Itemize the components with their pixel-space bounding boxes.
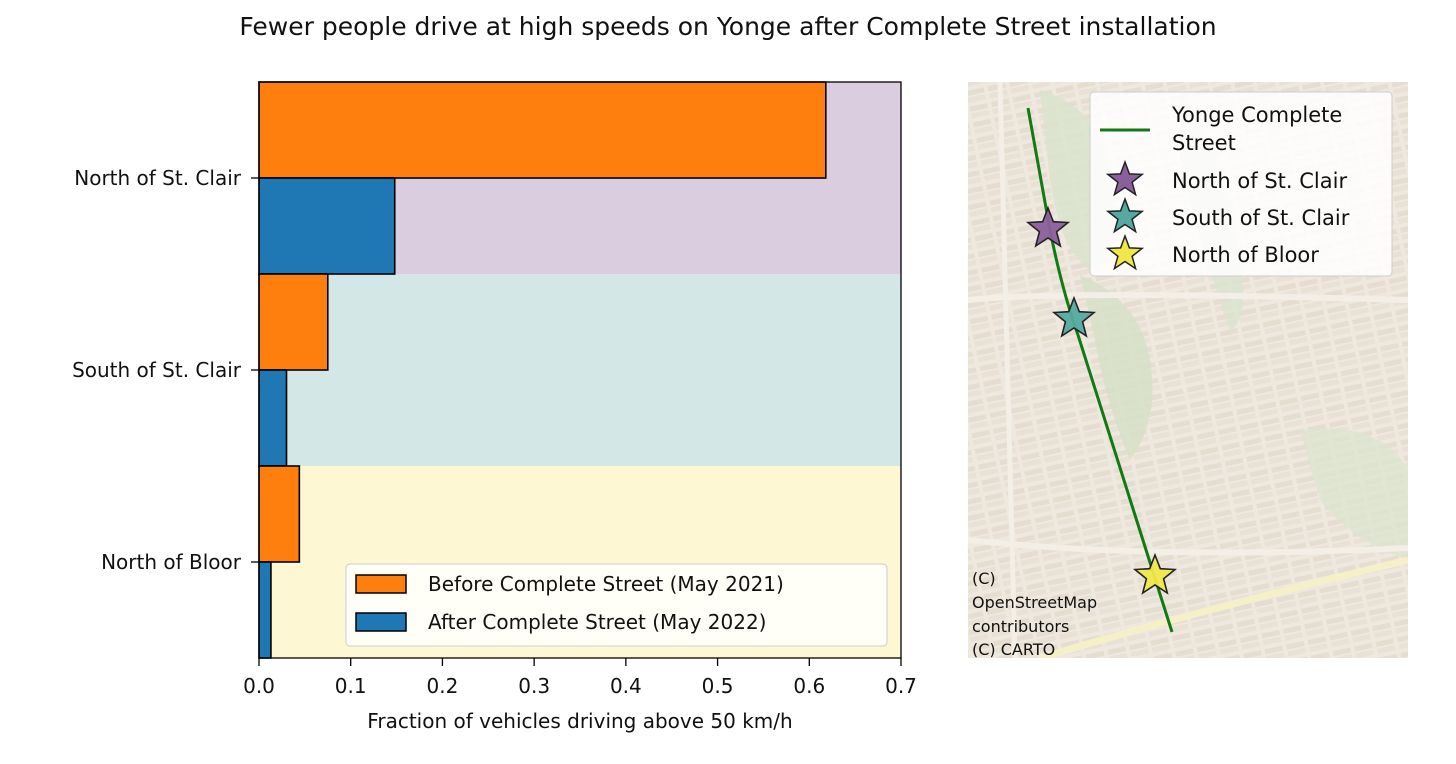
- bar-south-of-st-clair-before: [258, 273, 329, 371]
- x-tick-label: 0.7: [885, 674, 917, 698]
- bar-north-of-st-clair-after: [258, 177, 396, 275]
- x-tick-label: 0.4: [610, 674, 642, 698]
- star-marker-north-of-bloor: [1132, 552, 1178, 595]
- x-tick-label: 0.6: [793, 674, 825, 698]
- x-tick-label: 0.5: [702, 674, 734, 698]
- star-marker-north-of-st-clair: [1025, 205, 1071, 248]
- map-legend: Yonge Complete Street North of St. Clair So…: [1089, 91, 1393, 277]
- map-legend-line-label: Yonge Complete Street: [1171, 103, 1342, 155]
- legend-swatch: [355, 612, 407, 632]
- bar-north-of-bloor-before: [258, 465, 301, 563]
- map-legend-label: North of St. Clair: [1172, 169, 1347, 193]
- map-markers: [1025, 205, 1178, 595]
- chart-title: Fewer people drive at high speeds on Yon…: [239, 12, 1217, 41]
- y-tick-label: North of St. Clair: [74, 166, 242, 190]
- star-marker-south-of-st-clair: [1051, 295, 1097, 338]
- main-road: [968, 537, 1408, 556]
- map-legend-label: South of St. Clair: [1172, 206, 1350, 230]
- x-tick-label: 0.3: [518, 674, 550, 698]
- legend-swatch: [355, 574, 407, 594]
- legend-box: [345, 563, 888, 647]
- attribution-text: (C) OpenStreetMap contributors (C) CARTO: [972, 569, 1102, 659]
- x-tick-label: 0.2: [427, 674, 459, 698]
- bars: [258, 81, 827, 659]
- map-legend-box: [1089, 91, 1393, 277]
- legend-label: Before Complete Street (May 2021): [428, 572, 784, 596]
- x-axis: 0.0 0.1 0.2 0.3 0.4 0.5 0.6 0.7: [243, 658, 917, 698]
- map-legend-label: North of Bloor: [1172, 243, 1319, 267]
- map-legend-star: [1105, 159, 1145, 197]
- category-band-south-of-st-clair: [259, 274, 901, 466]
- chart-legend: Before Complete Street (May 2021) After C…: [345, 563, 888, 647]
- map-legend-star: [1105, 233, 1145, 271]
- y-tick-label: South of St. Clair: [72, 358, 242, 382]
- x-axis-label: Fraction of vehicles driving above 50 km…: [367, 709, 792, 733]
- bar-south-of-st-clair-after: [258, 369, 288, 467]
- legend-label: After Complete Street (May 2022): [428, 610, 766, 634]
- bar-north-of-st-clair-before: [258, 81, 827, 179]
- map-legend-star: [1105, 196, 1145, 234]
- main-road: [968, 292, 1408, 303]
- bar-chart: North of St. Clair South of St. Clair Nort…: [72, 81, 917, 733]
- bloor-street: [1038, 556, 1408, 658]
- park-area: [1300, 428, 1408, 560]
- ravine-area: [1080, 275, 1153, 460]
- main-road: [997, 82, 1018, 658]
- y-axis: North of St. Clair South of St. Clair Nort…: [72, 166, 259, 574]
- x-tick-label: 0.0: [243, 674, 275, 698]
- y-tick-label: North of Bloor: [101, 550, 242, 574]
- x-tick-label: 0.1: [335, 674, 367, 698]
